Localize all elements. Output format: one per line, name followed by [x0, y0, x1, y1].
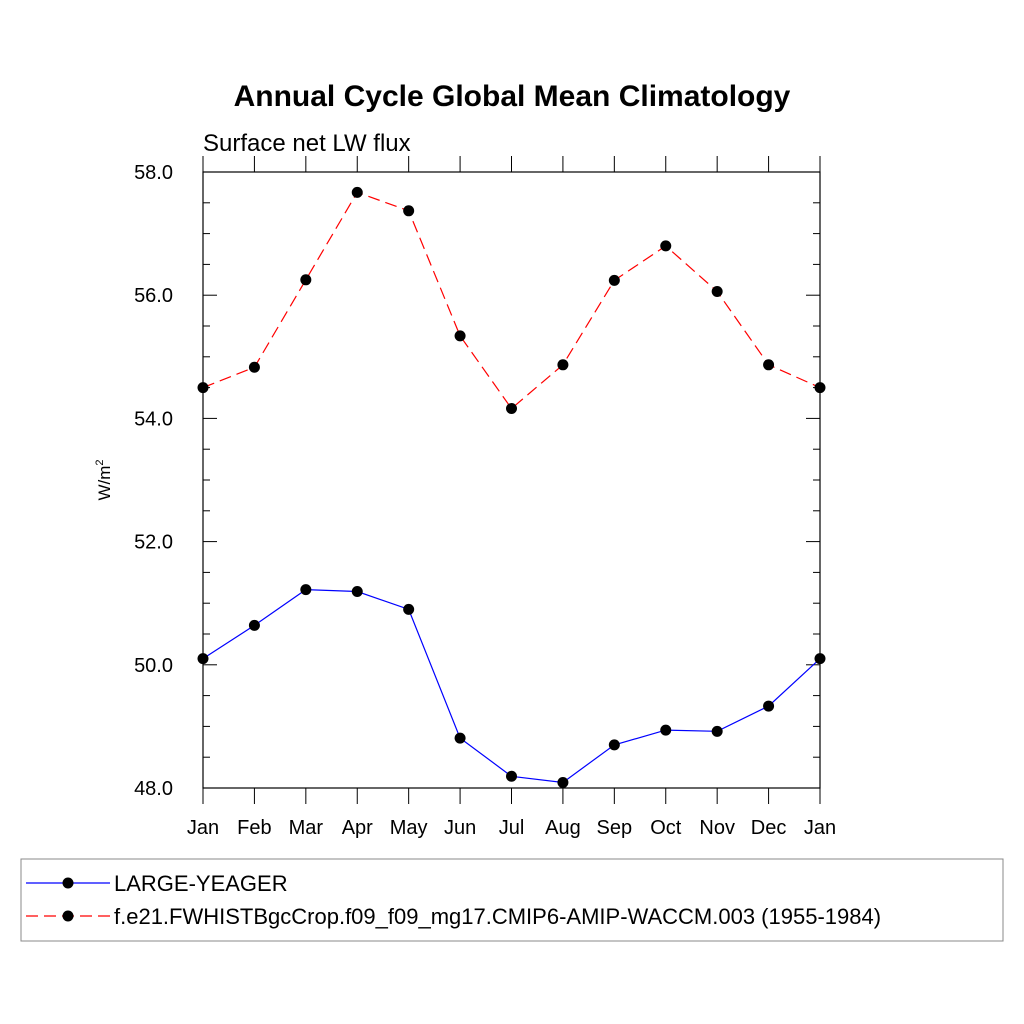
x-tick-label: Dec: [751, 817, 787, 839]
series-line: [202, 191, 821, 410]
y-tick-label: 54.0: [134, 408, 173, 430]
data-point: [403, 603, 415, 615]
y-tick-label: 58.0: [134, 162, 173, 184]
y-axis-label: W/m2: [94, 459, 114, 500]
y-tick-label: 50.0: [134, 655, 173, 677]
data-point: [454, 330, 466, 342]
series-line: [202, 589, 821, 784]
y-axis-label-superscript: 2: [94, 459, 106, 465]
data-point: [506, 403, 517, 415]
x-tick-label: Nov: [699, 817, 735, 839]
data-point: [660, 724, 672, 736]
data-point: [711, 725, 723, 737]
chart-subtitle: Surface net LW flux: [203, 130, 411, 157]
data-point: [608, 739, 620, 751]
data-point: [557, 359, 569, 371]
data-point: [814, 382, 826, 394]
legend-marker: [62, 910, 74, 922]
x-tick-label: Aug: [545, 817, 581, 839]
chart-title: Annual Cycle Global Mean Climatology: [234, 80, 791, 113]
legend-box: [20, 858, 1004, 942]
plot-area: 48.0 50.0 52.0 54.0 56.0 58.0 Jan Feb Mar Apr May J…: [134, 156, 836, 839]
data-point: [711, 286, 723, 298]
x-tick-label: Oct: [650, 817, 682, 839]
axis-ticks: 48.0 50.0 52.0 54.0 56.0 58.0 Jan Feb Mar Apr May J…: [134, 156, 836, 839]
data-point: [557, 776, 569, 788]
data-point: [197, 382, 209, 394]
data-point: [300, 584, 312, 596]
data-point: [506, 770, 517, 782]
x-tick-label: Jan: [187, 817, 219, 839]
y-tick-label: 52.0: [134, 532, 173, 554]
data-point: [608, 274, 620, 286]
series-1: [197, 584, 826, 788]
data-point: [763, 359, 775, 371]
y-axis-label-text: W/m: [95, 466, 114, 501]
data-point: [814, 653, 826, 665]
y-tick-label: 56.0: [134, 285, 173, 307]
legend-label: f.e21.FWHISTBgcCrop.f09_f09_mg17.CMIP6-A…: [114, 904, 881, 929]
data-point: [300, 274, 312, 286]
series-2: [197, 186, 826, 415]
y-tick-label: 48.0: [134, 778, 173, 800]
data-point: [197, 653, 209, 665]
x-tick-label: Sep: [597, 817, 633, 839]
legend: LARGE-YEAGER f.e21.FWHISTBgcCrop.f09_f09_…: [20, 858, 1004, 942]
x-tick-label: Apr: [342, 817, 373, 839]
plot-frame: [202, 171, 821, 789]
data-point: [763, 700, 775, 712]
data-point: [351, 186, 363, 198]
data-point: [248, 361, 260, 373]
data-point: [351, 585, 363, 597]
x-tick-label: Feb: [237, 817, 271, 839]
x-tick-label: Jun: [444, 817, 476, 839]
x-tick-label: May: [390, 817, 428, 839]
legend-label: LARGE-YEAGER: [114, 871, 288, 896]
data-point: [660, 240, 672, 252]
x-tick-label: Jul: [499, 817, 525, 839]
data-point: [454, 732, 466, 744]
legend-marker: [62, 877, 74, 889]
data-point: [248, 619, 260, 631]
svg-text:W/m2: W/m2: [94, 459, 114, 500]
x-tick-label: Jan: [804, 817, 836, 839]
data-point: [403, 205, 415, 217]
series-layer: [197, 186, 826, 788]
x-tick-label: Mar: [289, 817, 324, 839]
